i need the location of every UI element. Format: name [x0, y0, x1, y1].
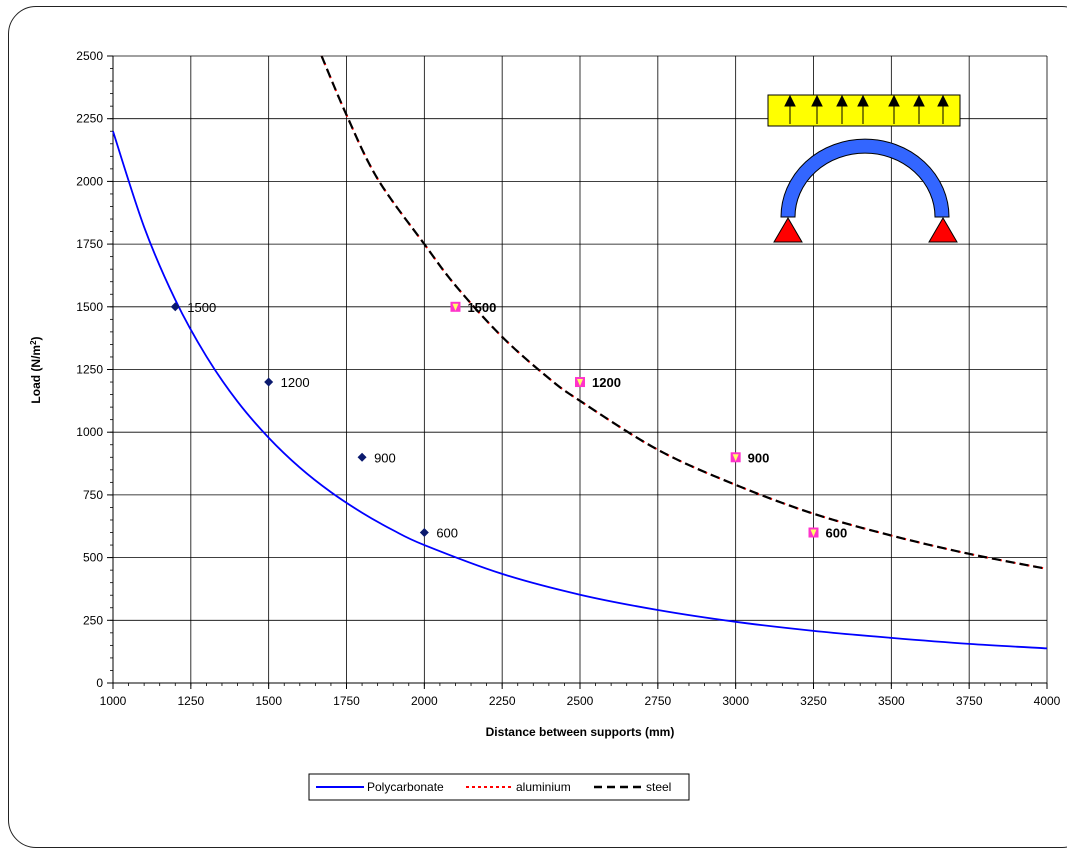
load-arrows [784, 94, 949, 124]
up-arrow-icon [937, 94, 949, 107]
y-axis-label: Load (N/m2) [29, 336, 43, 403]
polycarbonate-marker [357, 452, 367, 462]
y-tick-label: 500 [83, 551, 103, 565]
up-arrow-icon [888, 94, 900, 107]
right-support-icon [928, 217, 958, 243]
up-arrow-icon [836, 94, 848, 107]
legend-label-steel: steel [646, 780, 671, 794]
ticks: 1000 1250 1500 1750 2000 2250 2500 2750 3000 3250… [76, 49, 1060, 708]
arch-diagram [767, 94, 961, 243]
polycarbonate-marker [170, 302, 180, 312]
polycarbonate-marker-label: 900 [374, 450, 396, 465]
up-arrow-icon [857, 94, 869, 107]
arch-shape [780, 138, 950, 218]
polycarbonate-marker-label: 1200 [281, 375, 310, 390]
left-support-icon [773, 217, 803, 243]
x-tick-label: 1500 [255, 694, 282, 708]
polycarbonate-marker [419, 528, 429, 538]
y-tick-label: 1250 [76, 363, 103, 377]
x-tick-label: 2500 [567, 694, 594, 708]
metal-marker-label: 1200 [592, 375, 621, 390]
x-tick-label: 3750 [956, 694, 983, 708]
series-line-steel [320, 55, 1048, 570]
y-tick-label: 2500 [76, 49, 103, 63]
y-tick-label: 2000 [76, 174, 103, 188]
x-tick-label: 1250 [177, 694, 204, 708]
y-axis-label-main: Load (N/m [29, 345, 43, 404]
polycarbonate-marker-label: 600 [436, 526, 458, 541]
series [112, 55, 1048, 650]
metal-marker-label: 1500 [467, 300, 496, 315]
metal-marker-triangle [577, 379, 583, 387]
y-tick-label: 250 [83, 613, 103, 627]
legend-label-aluminium: aluminium [516, 780, 571, 794]
metal-marker-triangle [810, 529, 817, 537]
legend: Polycarbonate aluminium steel [308, 773, 690, 801]
y-axis-label-superscript: 2 [29, 340, 38, 345]
metal-marker-triangle [452, 303, 459, 311]
series-line-polycarbonate [112, 130, 1048, 650]
metal-marker-label: 600 [826, 526, 848, 541]
axes [107, 55, 1048, 689]
y-tick-label: 1000 [76, 425, 103, 439]
series-line-aluminium [320, 55, 1048, 570]
y-tick-label: 2250 [76, 112, 103, 126]
y-tick-label: 1750 [76, 237, 103, 251]
polycarbonate-marker-label: 1500 [187, 300, 216, 315]
y-tick-label: 750 [83, 488, 103, 502]
up-arrow-icon [784, 94, 796, 107]
x-tick-label: 2000 [411, 694, 438, 708]
up-arrow-icon [913, 94, 925, 107]
x-tick-label: 3000 [722, 694, 749, 708]
x-tick-label: 4000 [1034, 694, 1061, 708]
markers: 1500 1200 900 600 1500 1200 900 600 [170, 300, 848, 541]
metal-marker-triangle [732, 454, 739, 462]
metal-marker-label: 900 [748, 450, 770, 465]
legend-label-polycarbonate: Polycarbonate [367, 780, 444, 794]
x-tick-label: 1000 [100, 694, 127, 708]
x-tick-label: 3250 [800, 694, 827, 708]
polycarbonate-marker [264, 377, 274, 387]
y-tick-label: 0 [96, 676, 103, 690]
x-tick-label: 2250 [489, 694, 516, 708]
y-axis-label-close: ) [29, 336, 43, 340]
x-tick-label: 2750 [644, 694, 671, 708]
x-tick-label: 1750 [333, 694, 360, 708]
y-tick-label: 1500 [76, 300, 103, 314]
chart-svg: 1500 1200 900 600 1500 1200 900 600 1000 1250 150… [29, 49, 1061, 801]
up-arrow-icon [811, 94, 823, 107]
x-axis-label: Distance between supports (mm) [486, 725, 675, 739]
x-tick-label: 3500 [878, 694, 905, 708]
